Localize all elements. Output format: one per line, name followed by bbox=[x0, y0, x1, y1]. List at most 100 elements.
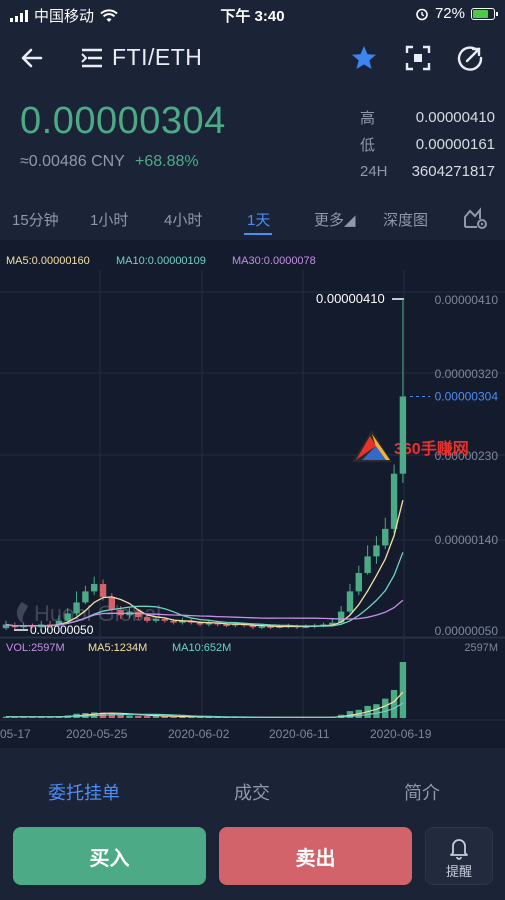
tab-depth-chart[interactable]: 深度图 bbox=[383, 212, 429, 229]
wifi-icon bbox=[100, 8, 118, 22]
candle-body bbox=[91, 584, 98, 592]
tab-trades[interactable]: 成交 bbox=[234, 783, 270, 803]
volume-bar bbox=[170, 716, 177, 718]
pair-selector[interactable]: FTI/ETH bbox=[80, 44, 202, 71]
sell-button[interactable]: 卖出 bbox=[219, 827, 412, 885]
status-bar: 中国移动 下午 3:40 72% bbox=[0, 0, 505, 30]
tab-15min[interactable]: 15分钟 bbox=[12, 212, 59, 229]
candle-body bbox=[205, 622, 213, 625]
volume-bar bbox=[108, 713, 116, 718]
candle-body bbox=[143, 617, 151, 621]
time-axis-label: 2020-06-02 bbox=[168, 727, 230, 741]
battery-percent: 72% bbox=[434, 5, 465, 22]
battery-icon bbox=[471, 7, 498, 20]
alarm-icon bbox=[416, 8, 428, 20]
price-axis-label: 0.00000050 bbox=[435, 624, 499, 638]
price-axis-label: 0.00000320 bbox=[435, 367, 499, 381]
tab-intro[interactable]: 简介 bbox=[404, 783, 440, 803]
price-change-percent: +68.88% bbox=[135, 153, 199, 170]
candle-body bbox=[135, 611, 142, 618]
clock: 下午 3:40 bbox=[220, 8, 285, 25]
volume-bar bbox=[346, 711, 354, 718]
ma30-legend: MA30:0.0000078 bbox=[232, 255, 316, 267]
price-axis-label: 0.00000230 bbox=[435, 449, 499, 463]
candle-body bbox=[337, 611, 345, 623]
info-tabs: 委托挂单 成交 简介 bbox=[0, 760, 505, 814]
tab-1hour[interactable]: 1小时 bbox=[90, 212, 129, 229]
candle-body bbox=[161, 618, 168, 621]
volume-bar bbox=[390, 689, 398, 718]
kline-chart[interactable]: MA5:0.00000160 MA10:0.00000109 MA30:0.00… bbox=[0, 240, 505, 748]
time-axis-label: 2020-06-11 bbox=[269, 727, 330, 741]
volume-bar bbox=[152, 716, 160, 718]
price-stats: 高 0.00000410 低 0.00000161 24H 3604271817 bbox=[360, 104, 495, 185]
candle-body bbox=[399, 396, 407, 474]
time-axis-label: 2020-06-19 bbox=[370, 727, 432, 741]
candle-body bbox=[64, 613, 71, 621]
candle-body bbox=[170, 620, 177, 623]
candle-body bbox=[73, 602, 80, 614]
volume-bar bbox=[117, 714, 124, 718]
favorite-star-icon[interactable] bbox=[348, 42, 380, 74]
volume-bar bbox=[399, 662, 407, 718]
price-alert-label: 提醒 bbox=[445, 864, 472, 879]
menu-toggle-icon bbox=[81, 48, 102, 67]
volume-bars bbox=[2, 662, 407, 718]
bell-icon bbox=[450, 839, 468, 860]
interval-tabs: 15分钟 1小时 4小时 1天 更多◢ 深度图 bbox=[0, 203, 505, 235]
candle-body bbox=[152, 618, 160, 621]
signal-icon bbox=[10, 9, 28, 22]
carrier-label: 中国移动 bbox=[34, 8, 95, 25]
tab-1day[interactable]: 1天 bbox=[247, 212, 271, 229]
vol-max-label: 2597M bbox=[464, 642, 498, 654]
low-value: 0.00000161 bbox=[415, 136, 495, 153]
ma5-line bbox=[5, 500, 404, 628]
price-alert-button[interactable]: 提醒 bbox=[425, 827, 493, 885]
vol-ma5-legend: MA5:1234M bbox=[88, 642, 147, 654]
candle-body bbox=[55, 620, 63, 626]
high-value: 0.00000410 bbox=[415, 109, 495, 126]
volume-ma-lines bbox=[5, 691, 404, 719]
price-axis: 0.00000410 0.00000320 0.00000230 0.00000… bbox=[435, 293, 499, 638]
screenshot-icon[interactable] bbox=[402, 42, 434, 74]
last-price: 0.00000304 bbox=[20, 100, 226, 142]
vol-ma5-line bbox=[5, 691, 404, 719]
low-label: 低 bbox=[360, 137, 376, 154]
price-axis-label: 0.00000410 bbox=[435, 293, 499, 307]
time-axis-label: 2020-05-25 bbox=[66, 727, 128, 741]
volume-bar bbox=[2, 716, 10, 718]
volume-bar bbox=[161, 716, 168, 718]
tab-open-orders[interactable]: 委托挂单 bbox=[48, 783, 120, 803]
volume-bar bbox=[126, 715, 133, 718]
site-watermark-text: 360手赚网 bbox=[394, 439, 469, 458]
ma30-line bbox=[5, 599, 404, 627]
ma-lines bbox=[5, 500, 404, 628]
back-arrow-icon[interactable] bbox=[16, 42, 48, 74]
candle-body bbox=[346, 591, 354, 612]
current-price-label: 0.00000304 bbox=[435, 389, 499, 403]
volume-bar bbox=[11, 716, 19, 718]
candle-body bbox=[258, 626, 265, 628]
volume-bar bbox=[196, 717, 204, 718]
candle-body bbox=[2, 624, 10, 629]
share-compass-icon[interactable] bbox=[454, 42, 486, 74]
tab-4hour[interactable]: 4小时 bbox=[164, 212, 203, 229]
volume-bar bbox=[188, 716, 195, 718]
candle-body bbox=[223, 624, 230, 626]
buy-button[interactable]: 买入 bbox=[13, 827, 206, 885]
candle-body bbox=[329, 622, 336, 625]
site-watermark: 360手赚网 bbox=[352, 430, 469, 462]
candle-body bbox=[267, 626, 274, 628]
candle-body bbox=[117, 609, 124, 616]
volume-bar bbox=[20, 716, 27, 718]
price-block: 0.00000304 ≈0.00486 CNY +68.88% bbox=[20, 100, 226, 171]
high-label: 高 bbox=[360, 110, 376, 127]
candle-body bbox=[179, 620, 186, 623]
ma10-legend: MA10:0.00000109 bbox=[116, 255, 206, 267]
candle-body bbox=[355, 572, 362, 592]
candles bbox=[2, 299, 407, 630]
volume-bar bbox=[46, 717, 54, 718]
nav-bar: FTI/ETH bbox=[0, 30, 505, 86]
chart-settings-icon[interactable] bbox=[463, 207, 489, 231]
tab-more[interactable]: 更多◢ bbox=[314, 212, 356, 229]
